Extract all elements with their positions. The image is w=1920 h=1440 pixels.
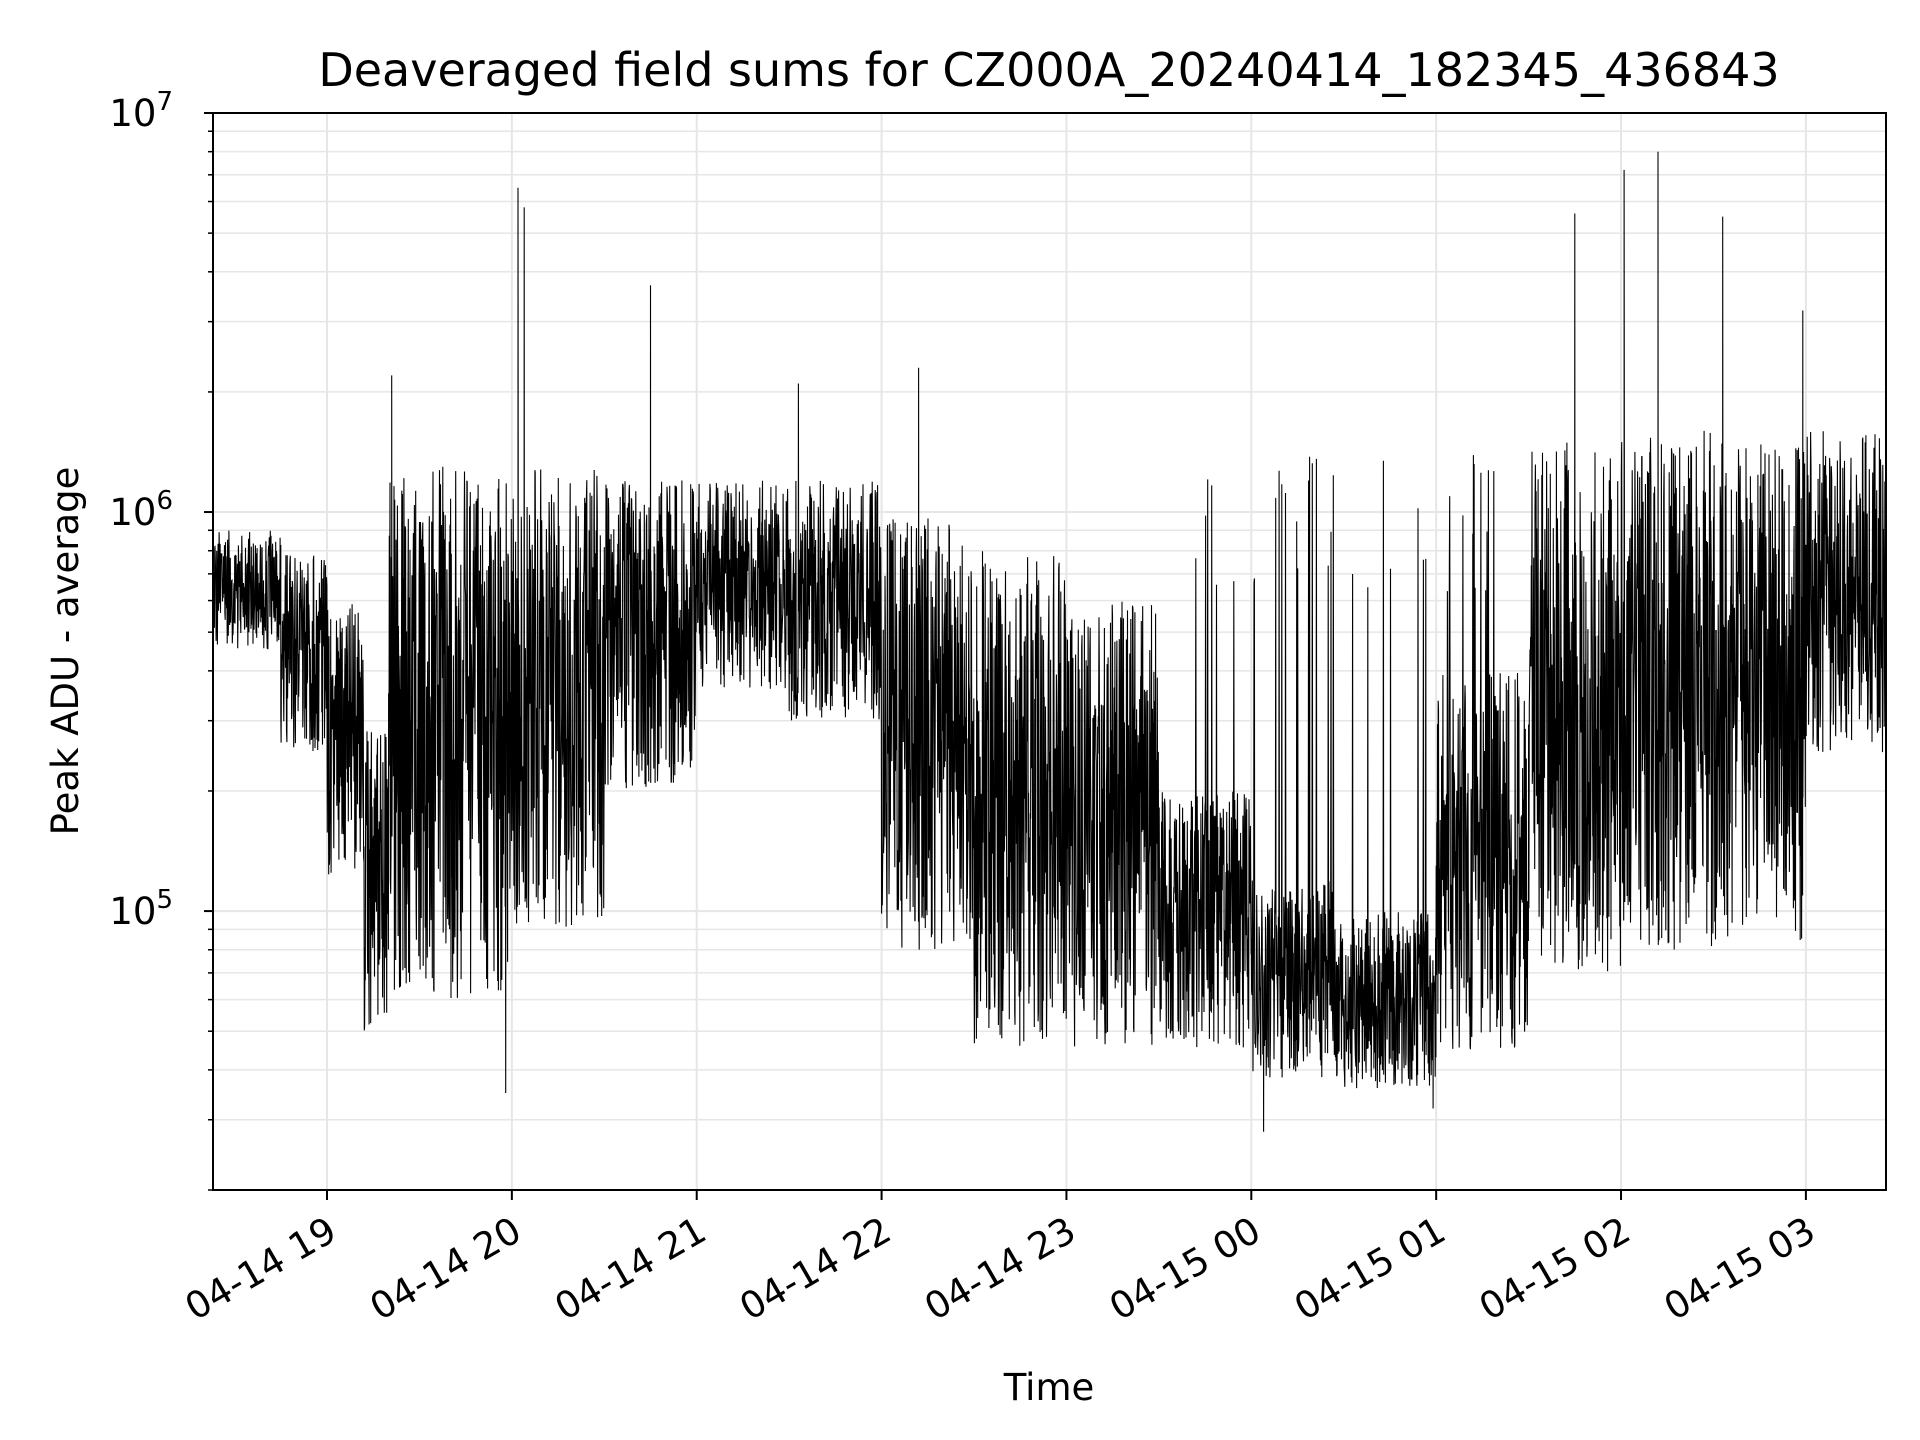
y-tick-label-base: 10 [109, 890, 156, 933]
y-axis-label: Peak ADU - average [44, 467, 87, 836]
x-axis-label: Time [1003, 1366, 1095, 1409]
chart-title: Deaveraged field sums for CZ000A_2024041… [318, 43, 1779, 97]
y-tick-label-base: 10 [109, 92, 156, 135]
y-tick-label: 106 [109, 486, 173, 534]
y-tick-label-exponent: 5 [156, 885, 173, 915]
y-tick-label-exponent: 6 [156, 486, 173, 516]
series-layer [213, 151, 1886, 1132]
plot-frame [212, 112, 1887, 1191]
y-tick-label: 107 [109, 87, 173, 135]
series-line [213, 151, 1886, 1132]
y-tick-label: 105 [109, 885, 173, 933]
y-tick-label-exponent: 7 [156, 87, 173, 117]
y-tick-label-base: 10 [109, 491, 156, 534]
